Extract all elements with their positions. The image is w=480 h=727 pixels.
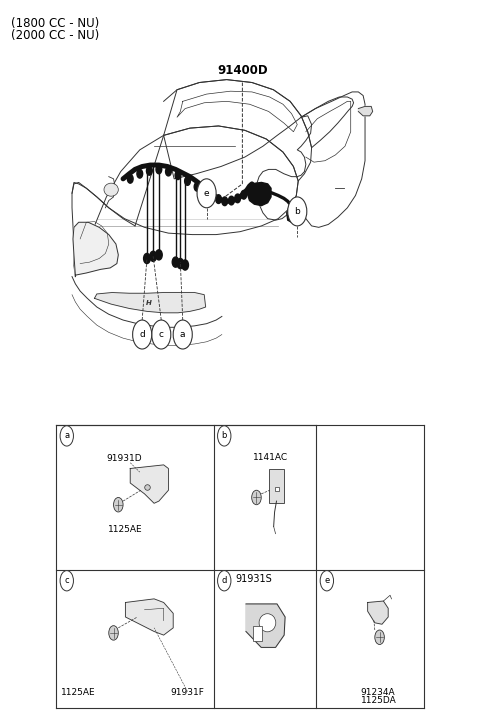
Text: a: a bbox=[64, 431, 69, 441]
Ellipse shape bbox=[104, 183, 118, 196]
Polygon shape bbox=[287, 203, 301, 222]
Circle shape bbox=[172, 257, 179, 268]
Circle shape bbox=[146, 166, 152, 175]
Circle shape bbox=[228, 196, 234, 205]
Text: d: d bbox=[139, 330, 145, 339]
Text: 1125AE: 1125AE bbox=[61, 688, 96, 696]
Text: 91234A: 91234A bbox=[360, 688, 395, 696]
Circle shape bbox=[177, 259, 184, 269]
Text: c: c bbox=[64, 577, 69, 585]
Polygon shape bbox=[368, 601, 388, 624]
Circle shape bbox=[132, 320, 152, 349]
Circle shape bbox=[222, 197, 228, 206]
Text: e: e bbox=[204, 189, 209, 198]
Ellipse shape bbox=[259, 614, 276, 632]
Circle shape bbox=[137, 169, 143, 178]
Circle shape bbox=[217, 571, 231, 591]
Circle shape bbox=[150, 252, 156, 262]
Circle shape bbox=[60, 571, 73, 591]
Circle shape bbox=[166, 167, 171, 176]
Polygon shape bbox=[247, 182, 271, 206]
Text: 1125DA: 1125DA bbox=[360, 696, 396, 705]
Text: d: d bbox=[222, 577, 227, 585]
Circle shape bbox=[194, 182, 200, 191]
Polygon shape bbox=[164, 79, 312, 181]
Circle shape bbox=[252, 490, 261, 505]
Circle shape bbox=[114, 497, 123, 512]
Circle shape bbox=[217, 426, 231, 446]
Text: 91931S: 91931S bbox=[235, 574, 272, 584]
Circle shape bbox=[288, 197, 307, 226]
Circle shape bbox=[375, 630, 384, 645]
Circle shape bbox=[156, 250, 162, 260]
Polygon shape bbox=[73, 222, 118, 275]
Circle shape bbox=[197, 179, 216, 208]
Circle shape bbox=[144, 254, 150, 264]
Text: b: b bbox=[294, 207, 300, 216]
Text: e: e bbox=[324, 577, 329, 585]
Text: 91931D: 91931D bbox=[107, 454, 142, 462]
Circle shape bbox=[241, 190, 247, 199]
Circle shape bbox=[175, 171, 181, 180]
Polygon shape bbox=[95, 292, 205, 313]
Circle shape bbox=[208, 191, 214, 200]
Text: b: b bbox=[222, 431, 227, 441]
Text: 1141AC: 1141AC bbox=[253, 453, 288, 462]
Polygon shape bbox=[72, 126, 298, 276]
Circle shape bbox=[152, 320, 171, 349]
Circle shape bbox=[235, 194, 240, 203]
Circle shape bbox=[185, 177, 191, 185]
Polygon shape bbox=[246, 604, 285, 648]
Polygon shape bbox=[125, 599, 173, 635]
Polygon shape bbox=[130, 465, 168, 503]
Circle shape bbox=[127, 174, 133, 183]
Circle shape bbox=[216, 195, 221, 204]
Text: H: H bbox=[145, 300, 151, 305]
Polygon shape bbox=[164, 79, 354, 179]
Text: 91400D: 91400D bbox=[217, 65, 268, 78]
Text: c: c bbox=[159, 330, 164, 339]
Text: 91931F: 91931F bbox=[171, 688, 204, 696]
Text: (2000 CC - NU): (2000 CC - NU) bbox=[11, 29, 99, 42]
Circle shape bbox=[60, 426, 73, 446]
Circle shape bbox=[173, 320, 192, 349]
Text: a: a bbox=[180, 330, 185, 339]
Circle shape bbox=[156, 165, 162, 174]
Text: (1800 CC - NU): (1800 CC - NU) bbox=[11, 17, 99, 31]
FancyBboxPatch shape bbox=[269, 469, 284, 502]
Circle shape bbox=[201, 187, 207, 196]
Circle shape bbox=[320, 571, 334, 591]
Polygon shape bbox=[359, 106, 372, 116]
Text: 1125AE: 1125AE bbox=[108, 525, 143, 534]
Circle shape bbox=[109, 626, 118, 640]
FancyBboxPatch shape bbox=[252, 627, 262, 641]
Circle shape bbox=[182, 260, 189, 270]
Polygon shape bbox=[301, 92, 365, 228]
